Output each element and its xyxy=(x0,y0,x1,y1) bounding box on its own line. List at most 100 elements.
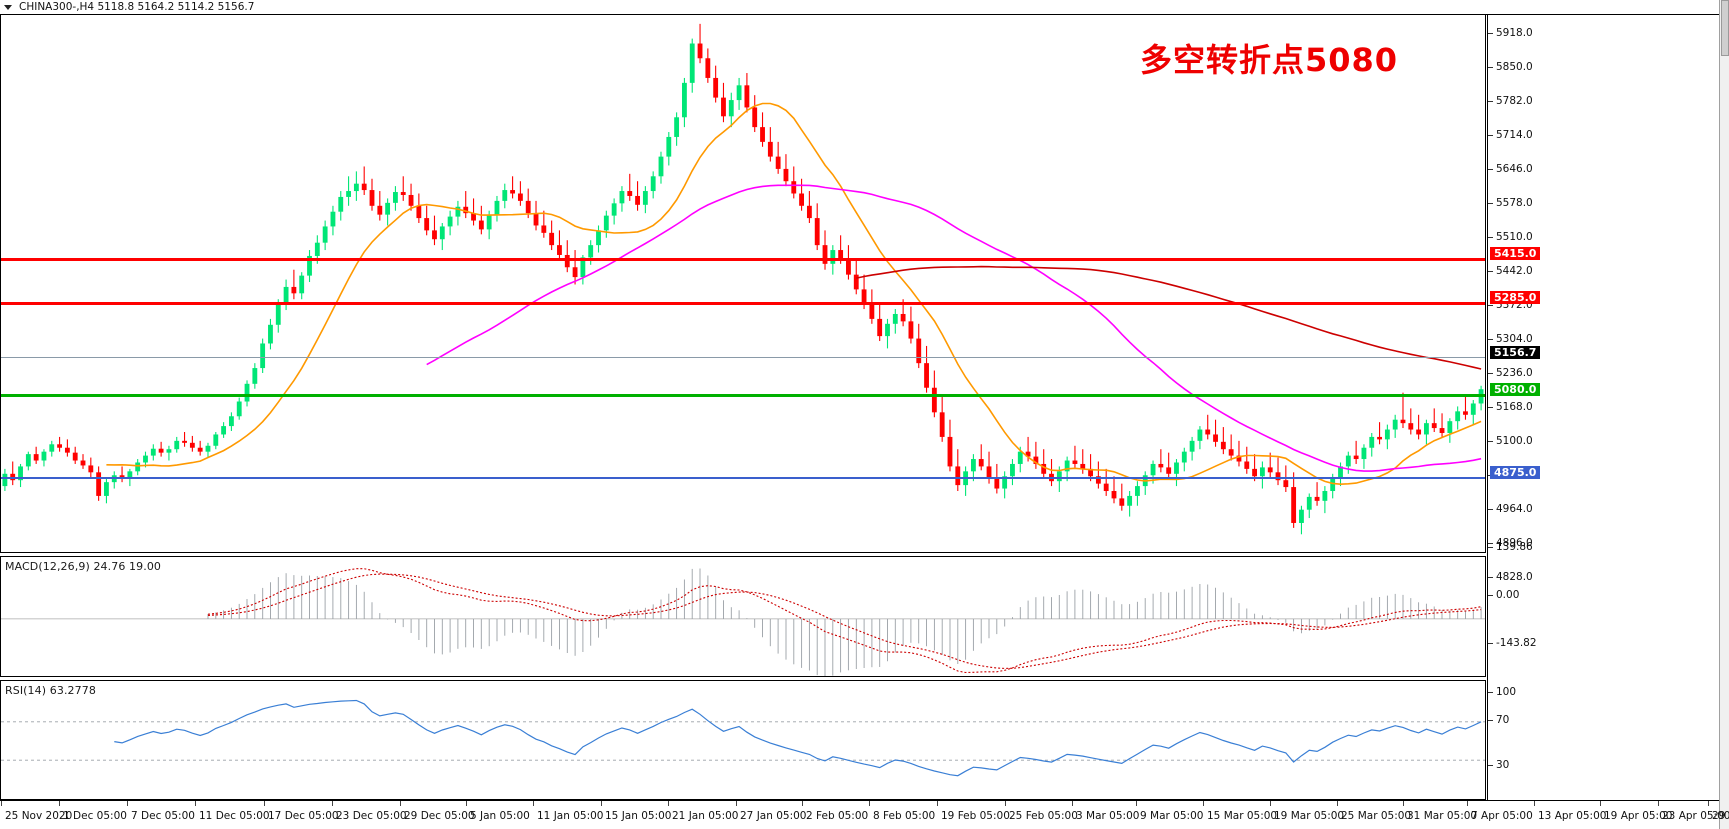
rsi-tick: 100 xyxy=(1488,687,1516,697)
time-axis-tick xyxy=(1403,801,1404,806)
rsi-series xyxy=(1,699,1485,777)
rsi-label: RSI(14) 63.2778 xyxy=(5,684,96,697)
macd-plot-area[interactable] xyxy=(1,557,1485,676)
time-axis-label: 29 Apr 05:00 xyxy=(1712,810,1729,822)
time-axis-label: 29 Dec 05:00 xyxy=(404,810,475,822)
level-line-5285[interactable] xyxy=(1,302,1485,305)
time-axis-tick xyxy=(1467,801,1468,806)
macd-series xyxy=(1,568,1485,676)
macd-tick: 139.86 xyxy=(1488,542,1533,552)
time-axis-tick xyxy=(533,801,534,806)
price-tick: 5372.0 xyxy=(1488,300,1533,310)
price-tick: 5714.0 xyxy=(1488,130,1533,140)
time-axis-label: 8 Feb 05:00 xyxy=(873,810,936,822)
current-price-badge[interactable]: 5156.7 xyxy=(1490,346,1541,359)
time-axis-label: 19 Feb 05:00 xyxy=(941,810,1010,822)
time-axis-label: 27 Jan 05:00 xyxy=(740,810,807,822)
time-axis-label: 19 Apr 05:00 xyxy=(1604,810,1673,822)
time-axis-label: 3 Mar 05:00 xyxy=(1076,810,1140,822)
price-tick: 5782.0 xyxy=(1488,96,1533,106)
price-tick: 5442.0 xyxy=(1488,266,1533,276)
chart-annotation-text: 多空转折点5080 xyxy=(1140,41,1399,79)
time-axis-label: 23 Dec 05:00 xyxy=(336,810,407,822)
level-badge-5415[interactable]: 5415.0 xyxy=(1490,247,1541,260)
time-axis-tick xyxy=(1534,801,1535,806)
price-tick: 5578.0 xyxy=(1488,198,1533,208)
price-plot-area[interactable] xyxy=(1,15,1485,552)
candlestick-series xyxy=(2,23,1484,535)
time-axis[interactable]: 25 Nov 2020 1 Dec 05:00 7 Dec 05:00 11 Dec … xyxy=(0,800,1729,829)
level-line-4875[interactable] xyxy=(1,477,1485,479)
price-tick: 5168.0 xyxy=(1488,402,1533,412)
price-panel[interactable] xyxy=(0,15,1486,553)
price-tick: 5100.0 xyxy=(1488,436,1533,446)
time-axis-label: 23 Apr 05:00 xyxy=(1662,810,1729,822)
chevron-down-icon[interactable] xyxy=(4,4,12,10)
time-axis-label: 2 Feb 05:00 xyxy=(806,810,869,822)
time-axis-tick xyxy=(195,801,196,806)
time-axis-label: 1 Dec 05:00 xyxy=(63,810,127,822)
macd-tick: -143.82 xyxy=(1488,638,1537,648)
time-axis-tick xyxy=(1337,801,1338,806)
time-axis-label: 7 Apr 05:00 xyxy=(1471,810,1533,822)
time-axis-tick xyxy=(1072,801,1073,806)
time-axis-label: 17 Dec 05:00 xyxy=(268,810,339,822)
level-line-5156[interactable] xyxy=(1,357,1485,358)
time-axis-tick xyxy=(1270,801,1271,806)
rsi-tick: 70 xyxy=(1488,715,1509,725)
time-axis-tick xyxy=(802,801,803,806)
level-badge-5080[interactable]: 5080.0 xyxy=(1490,383,1541,396)
price-tick: 5850.0 xyxy=(1488,62,1533,72)
time-axis-label: 19 Mar 05:00 xyxy=(1274,810,1345,822)
time-axis-tick xyxy=(1136,801,1137,806)
price-tick: 5304.0 xyxy=(1488,334,1533,344)
scrollbar-thumb[interactable] xyxy=(1721,0,1729,56)
price-tick: 5646.0 xyxy=(1488,164,1533,174)
price-scale-column[interactable]: 5918.0 5850.0 5782.0 5714.0 5646.0 5578.… xyxy=(1487,15,1719,800)
rsi-tick: 30 xyxy=(1488,760,1509,770)
time-axis-tick xyxy=(668,801,669,806)
time-axis-label: 13 Apr 05:00 xyxy=(1538,810,1607,822)
time-axis-label: 11 Jan 05:00 xyxy=(537,810,604,822)
level-badge-5285[interactable]: 5285.0 xyxy=(1490,291,1541,304)
time-axis-label: 21 Jan 05:00 xyxy=(672,810,739,822)
time-axis-tick xyxy=(869,801,870,806)
time-axis-tick xyxy=(466,801,467,806)
time-axis-tick xyxy=(937,801,938,806)
time-axis-tick xyxy=(264,801,265,806)
time-axis-label: 7 Dec 05:00 xyxy=(131,810,195,822)
time-axis-tick xyxy=(127,801,128,806)
rsi-panel[interactable]: RSI(14) 63.2778 xyxy=(0,680,1486,800)
time-axis-label: 15 Mar 05:00 xyxy=(1207,810,1278,822)
time-axis-tick xyxy=(601,801,602,806)
time-axis-label: 25 Mar 05:00 xyxy=(1341,810,1412,822)
time-axis-label: 25 Nov 2020 xyxy=(5,810,73,822)
time-axis-tick xyxy=(59,801,60,806)
chart-title-bar: CHINA300-,H4 5118.8 5164.2 5114.2 5156.7 xyxy=(0,0,1729,15)
symbol-ohlc-label: CHINA300-,H4 5118.8 5164.2 5114.2 5156.7 xyxy=(19,1,255,13)
level-badge-4875[interactable]: 4875.0 xyxy=(1490,466,1541,479)
time-axis-tick xyxy=(1708,801,1709,806)
time-axis-tick xyxy=(736,801,737,806)
time-axis-tick xyxy=(1005,801,1006,806)
price-tick: 5918.0 xyxy=(1488,28,1533,38)
time-axis-label: 9 Mar 05:00 xyxy=(1140,810,1204,822)
price-tick: 5236.0 xyxy=(1488,368,1533,378)
time-axis-tick xyxy=(332,801,333,806)
price-tick: 4896.0 xyxy=(1488,538,1533,548)
rsi-plot-area[interactable] xyxy=(1,681,1485,799)
price-tick: 5510.0 xyxy=(1488,232,1533,242)
time-axis-tick xyxy=(1203,801,1204,806)
macd-tick: 0.00 xyxy=(1488,590,1519,600)
time-axis-label: 5 Jan 05:00 xyxy=(470,810,530,822)
level-line-5080[interactable] xyxy=(1,394,1485,397)
time-axis-label: 11 Dec 05:00 xyxy=(199,810,270,822)
time-axis-tick xyxy=(1658,801,1659,806)
vertical-scrollbar[interactable] xyxy=(1719,0,1729,829)
level-line-5415[interactable] xyxy=(1,258,1485,261)
time-axis-label: 31 Mar 05:00 xyxy=(1407,810,1478,822)
time-axis-label: 15 Jan 05:00 xyxy=(605,810,672,822)
macd-panel[interactable]: MACD(12,26,9) 24.76 19.00 xyxy=(0,556,1486,677)
macd-label: MACD(12,26,9) 24.76 19.00 xyxy=(5,560,162,573)
